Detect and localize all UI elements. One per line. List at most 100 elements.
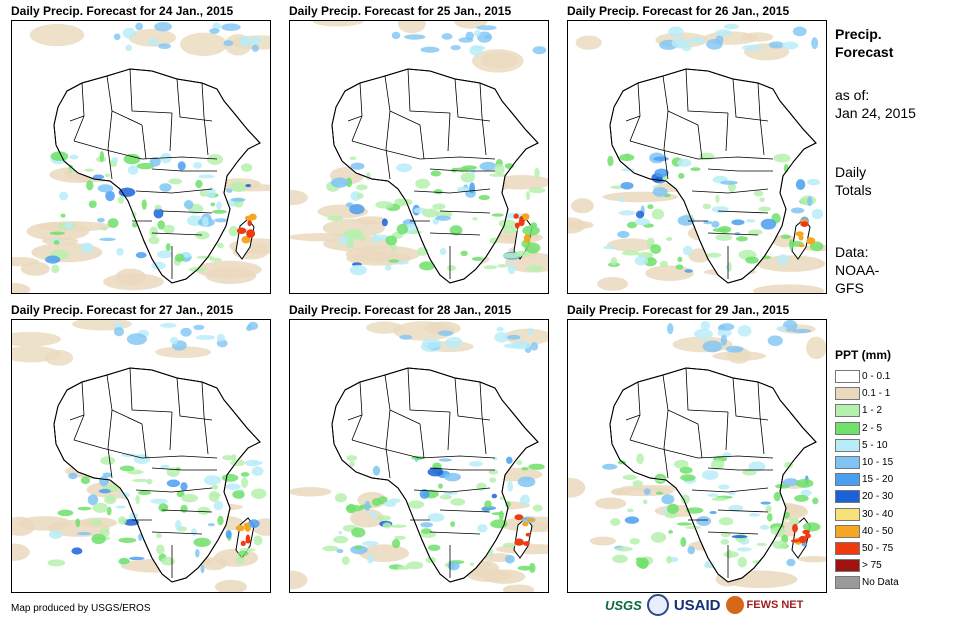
- ocean-dry-patch: [806, 336, 826, 360]
- precip-cell: [117, 196, 125, 204]
- precip-cell: [122, 27, 137, 39]
- precip-cell: [702, 203, 712, 210]
- legend-item: 15 - 20: [835, 471, 899, 488]
- precip-cell: [86, 180, 94, 191]
- legend-item: 0.1 - 1: [835, 385, 899, 402]
- precip-cell: [642, 499, 648, 505]
- precip-cell: [118, 537, 137, 543]
- precip-cell: [158, 503, 169, 512]
- precip-cell: [388, 259, 400, 263]
- precip-cell: [450, 498, 466, 506]
- precip-cell: [406, 561, 424, 570]
- side-title: Precip. Forecast: [835, 25, 893, 61]
- precip-cell: [180, 482, 188, 491]
- precip-cell: [180, 504, 188, 513]
- precip-cell: [154, 204, 162, 210]
- country-border: [691, 188, 769, 194]
- country-border: [107, 110, 113, 150]
- precip-cell: [181, 494, 199, 503]
- precip-cell: [451, 167, 458, 173]
- heavy-precip-core: [245, 534, 251, 543]
- precip-cell: [791, 328, 812, 334]
- precip-cell: [707, 493, 719, 497]
- precip-cell: [128, 512, 139, 521]
- precip-cell: [208, 491, 220, 502]
- precip-cell: [148, 37, 159, 47]
- precip-cell: [193, 537, 211, 548]
- precip-cell: [245, 459, 261, 467]
- precip-cell: [153, 208, 164, 219]
- africa-map: [12, 21, 270, 293]
- precip-cell: [731, 535, 748, 539]
- precip-cell: [175, 519, 182, 531]
- heavy-precip-core: [247, 219, 252, 227]
- precip-cell: [100, 456, 116, 465]
- precip-cell: [118, 516, 127, 525]
- heavy-precip-core: [513, 213, 519, 219]
- precip-cell: [418, 261, 435, 271]
- heavy-precip-core: [246, 229, 256, 238]
- precip-cell: [149, 156, 161, 167]
- legend-label: No Data: [862, 577, 899, 589]
- precip-cell: [439, 494, 452, 500]
- precip-cell: [80, 242, 94, 254]
- country-border: [141, 423, 147, 459]
- precip-cell: [615, 546, 633, 552]
- precip-cell: [472, 217, 478, 221]
- ocean-dry-patch: [29, 23, 85, 47]
- precip-cell: [477, 31, 492, 43]
- legend-label: 50 - 75: [862, 542, 894, 554]
- precip-cell: [493, 164, 505, 175]
- precip-cell: [765, 505, 772, 513]
- heavy-precip-core: [241, 235, 251, 244]
- precip-cell: [89, 518, 103, 526]
- country-border: [176, 377, 213, 421]
- precip-cell: [476, 25, 497, 31]
- country-border: [439, 509, 491, 513]
- precip-cell: [420, 46, 440, 53]
- precip-cell: [507, 480, 514, 492]
- precip-map-4: [11, 319, 271, 593]
- precip-cell: [69, 154, 79, 160]
- fews-net-text: FEWS NET: [746, 599, 804, 611]
- ocean-dry-patch: [115, 268, 147, 286]
- country-border: [407, 68, 451, 114]
- fews-net-logo: FEWS NET: [725, 596, 804, 614]
- precip-cell: [345, 504, 364, 512]
- precip-cell: [491, 512, 505, 516]
- precip-cell: [530, 342, 539, 351]
- precip-cell: [190, 528, 197, 536]
- precip-cell: [718, 517, 734, 526]
- legend-item: 50 - 75: [835, 540, 899, 557]
- country-border: [107, 447, 113, 479]
- precip-cell: [350, 162, 365, 170]
- precip-cell: [113, 327, 125, 337]
- precip-cell: [195, 548, 200, 558]
- precip-cell: [195, 231, 210, 240]
- precip-cell: [48, 530, 63, 540]
- precip-cell: [118, 557, 130, 565]
- country-border: [129, 68, 173, 114]
- precip-cell: [667, 323, 674, 335]
- legend-item: 40 - 50: [835, 523, 899, 540]
- country-border: [419, 124, 425, 160]
- precip-cell: [197, 506, 211, 515]
- precip-cell: [700, 320, 711, 331]
- precip-cell: [99, 151, 105, 163]
- precip-cell: [91, 533, 106, 545]
- precip-cell: [396, 223, 409, 235]
- precip-cell: [662, 506, 668, 515]
- side-title-line1: Precip.: [835, 26, 882, 42]
- country-border: [419, 423, 425, 459]
- data-source-line2: NOAA-: [835, 262, 880, 278]
- precip-cell: [811, 208, 824, 220]
- precip-cell: [240, 472, 250, 477]
- precip-cell: [810, 241, 824, 252]
- precip-cell: [135, 251, 147, 259]
- precip-cell: [507, 334, 521, 340]
- precip-cell: [176, 467, 181, 471]
- precip-cell: [92, 502, 108, 513]
- precip-cell: [731, 219, 745, 226]
- country-border: [385, 148, 391, 180]
- precip-cell: [624, 516, 640, 524]
